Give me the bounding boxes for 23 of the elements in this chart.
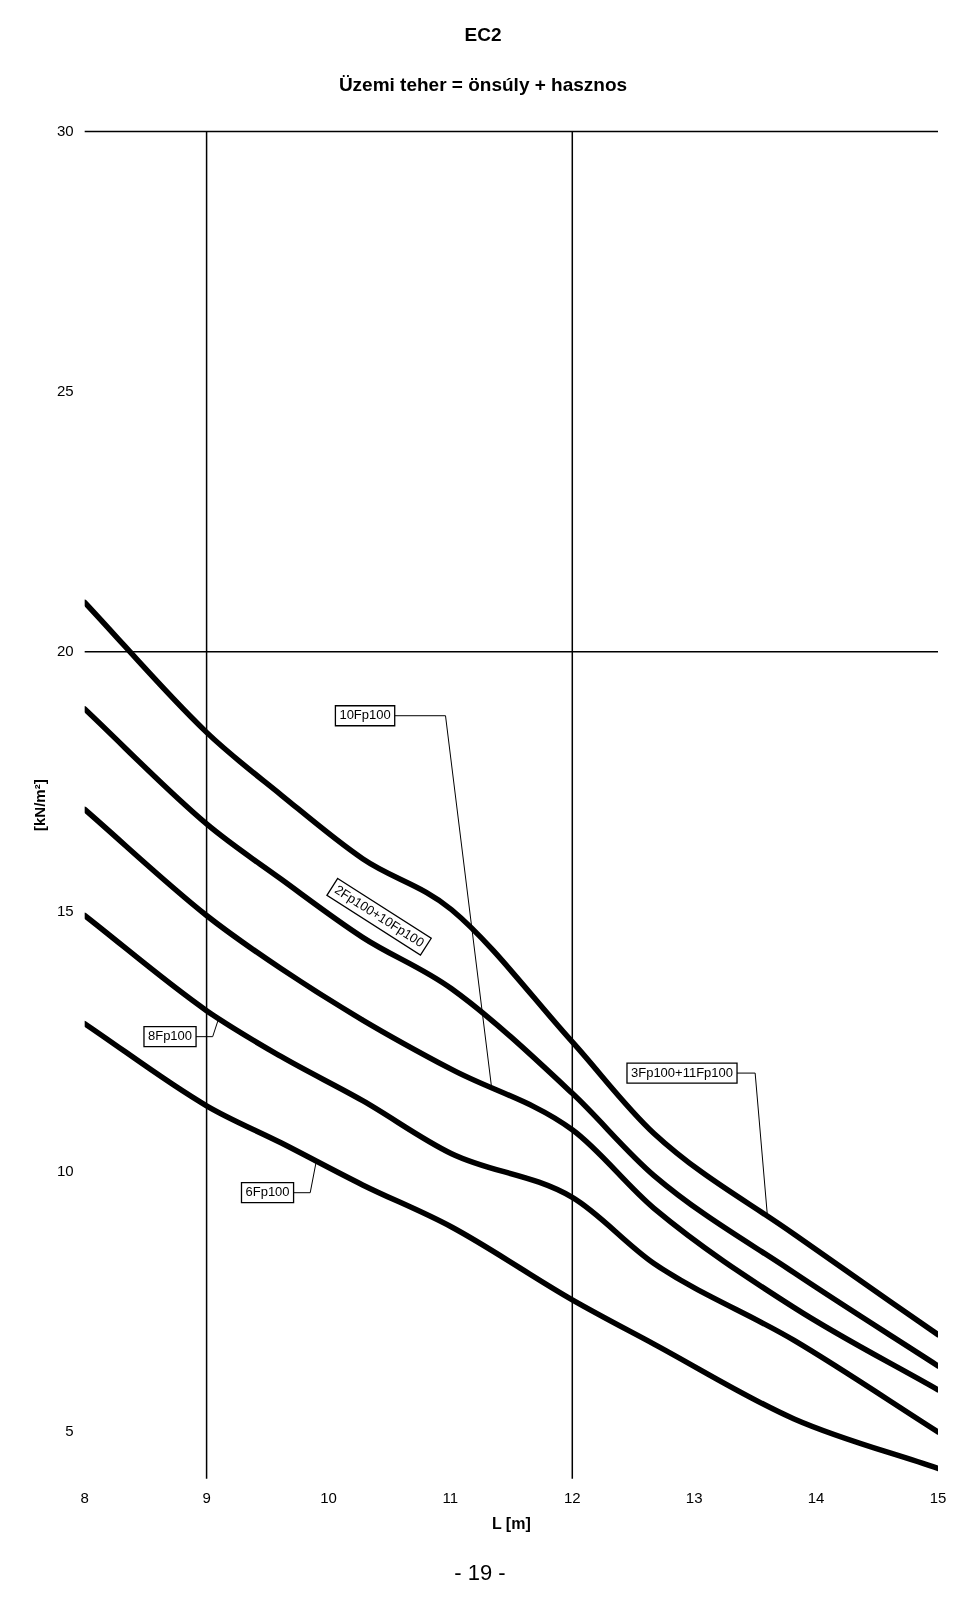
x-axis-title: L [m]: [491, 1514, 531, 1532]
x-tick-label: 13: [685, 1488, 703, 1506]
y-tick-label: 30: [57, 121, 74, 139]
x-tick-label: 9: [202, 1488, 211, 1506]
legend-label: 8Fp100: [147, 1028, 193, 1044]
x-tick-label: 14: [807, 1488, 825, 1506]
x-tick-label: 15: [929, 1488, 947, 1506]
y-tick-label: 15: [57, 901, 74, 919]
y-tick-label: 5: [65, 1422, 74, 1440]
chart-subtitle: Üzemi teher = önsúly + hasznos: [338, 74, 628, 96]
y-axis-title: [kN/m²]: [31, 779, 49, 832]
text: - 19 -: [453, 1560, 507, 1586]
text: 6Fp100: [245, 1184, 290, 1200]
text: 10Fp100: [339, 707, 391, 723]
x-tick-label: 12: [563, 1488, 581, 1506]
y-tick-label: 25: [57, 381, 74, 399]
y-tick-label: 20: [57, 641, 74, 659]
x-tick-label: 10: [320, 1488, 337, 1506]
y-tick-label: 10: [57, 1162, 74, 1180]
x-tick-label: 8: [80, 1488, 89, 1506]
x-tick-label: 11: [442, 1488, 459, 1506]
chart-title: EC2: [464, 23, 502, 45]
series-label: 3Fp100+11Fp100: [630, 1064, 734, 1080]
